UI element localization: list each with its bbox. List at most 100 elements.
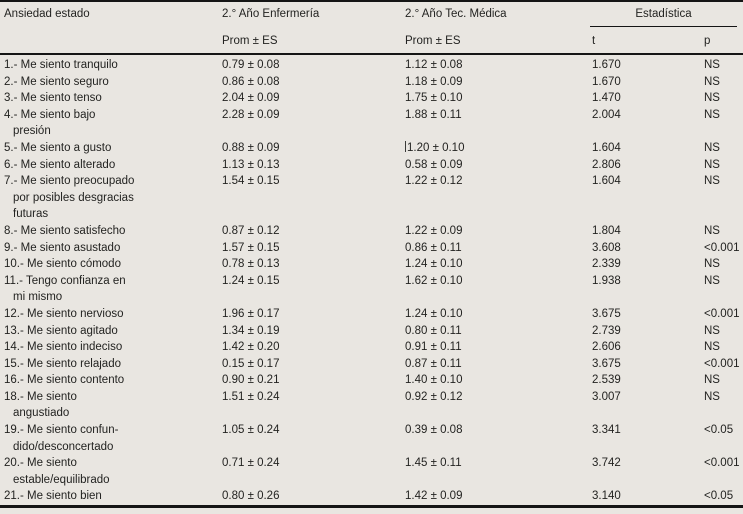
cell-enfermeria-value: 1.57 ± 0.15 (222, 241, 280, 254)
cell-enfermeria-value: 1.05 ± 0.24 (222, 424, 280, 437)
item-label-line: 15.- Me siento relajado (4, 357, 121, 370)
cell-item-label: 10.- Me siento cómodo (4, 256, 222, 273)
cell-tec-medica-value: 0.39 ± 0.08 (405, 424, 463, 437)
cell-enfermeria-value: 1.51 ± 0.24 (222, 390, 280, 403)
cell-enfermeria-value: 0.90 ± 0.21 (222, 374, 280, 387)
table-header-groups: Ansiedad estado 2.° Año Enfermería 2.° A… (4, 8, 743, 27)
cell-t-value: 3.742 (592, 457, 621, 470)
item-label-line: 14.- Me siento indeciso (4, 341, 123, 354)
subheader-prom-enfermeria: Prom ± ES (222, 35, 278, 47)
item-label-line: 10.- Me siento cómodo (4, 258, 121, 271)
subheader-prom-tec-medica: Prom ± ES (405, 35, 461, 47)
cell-item-label: 5.- Me siento a gusto (4, 140, 222, 157)
item-label-line: 3.- Me siento tenso (4, 92, 102, 105)
text-cursor-artifact (405, 140, 406, 152)
cell-p-value: NS (704, 224, 720, 237)
item-label-line: mi mismo (13, 291, 63, 304)
table-row: 3.- Me siento tenso 2.04 ± 0.09 1.75 ± 0.1… (4, 90, 743, 107)
cell-item-label: 14.- Me siento indeciso (4, 339, 222, 356)
table-row: 20.- Me siento estable/equilibrado 0.71 ± … (4, 455, 743, 488)
cell-t-value: 3.140 (592, 490, 621, 503)
cell-enfermeria-value: 0.15 ± 0.17 (222, 357, 280, 370)
item-label-line: 5.- Me siento a gusto (4, 141, 112, 154)
cell-t-value: 2.606 (592, 341, 621, 354)
table-row: 7.- Me siento preocupado por posibles des… (4, 173, 743, 223)
cell-p-value: NS (704, 175, 720, 188)
item-label-line: 21.- Me siento bien (4, 490, 102, 503)
item-label-line: futuras (13, 208, 49, 221)
cell-t-value: 1.670 (592, 75, 621, 88)
table-row: 10.- Me siento cómodo 0.78 ± 0.13 1.24 ± 0… (4, 256, 743, 273)
table-subheader: Prom ± ES Prom ± ES t p (4, 27, 743, 53)
cell-tec-medica-value: 1.12 ± 0.08 (405, 59, 463, 71)
table-row: 16.- Me siento contento 0.90 ± 0.21 1.40 ±… (4, 372, 743, 389)
cell-enfermeria-value: 0.87 ± 0.12 (222, 224, 280, 237)
item-label-line: estable/equilibrado (13, 473, 110, 486)
cell-item-label: 13.- Me siento agitado (4, 323, 222, 340)
item-label-line: por posibles desgracias (13, 191, 134, 204)
item-label-line: 18.- Me siento (4, 390, 77, 403)
cell-enfermeria-value: 2.04 ± 0.09 (222, 92, 280, 105)
item-label-line: 20.- Me siento (4, 457, 77, 470)
cell-t-value: 2.806 (592, 158, 621, 171)
cell-t-value: 3.341 (592, 424, 621, 437)
cell-item-label: 2.- Me siento seguro (4, 74, 222, 91)
cell-item-label: 4.- Me siento bajo presión (4, 107, 222, 140)
subheader-t: t (592, 35, 596, 47)
cell-enfermeria-value: 1.24 ± 0.15 (222, 274, 280, 287)
cell-p-value: <0.001 (704, 307, 740, 320)
table-row: 18.- Me siento angustiado 1.51 ± 0.24 0.92 … (4, 389, 743, 422)
table-row: 4.- Me siento bajo presión 2.28 ± 0.09 1.88… (4, 107, 743, 140)
table-row: 8.- Me siento satisfecho 0.87 ± 0.12 1.22 … (4, 223, 743, 240)
item-label-line: 19.- Me siento confun- (4, 424, 119, 437)
cell-item-label: 1.- Me siento tranquilo (4, 57, 222, 74)
cell-t-value: 2.339 (592, 258, 621, 271)
cell-t-value: 1.604 (592, 141, 621, 154)
cell-t-value: 1.470 (592, 92, 621, 105)
table-row: 19.- Me siento confun-dido/desconcertado… (4, 422, 743, 455)
cell-item-label: 20.- Me siento estable/equilibrado (4, 455, 222, 488)
cell-item-label: 12.- Me siento nervioso (4, 306, 222, 323)
cell-t-value: 2.004 (592, 108, 621, 121)
cell-item-label: 15.- Me siento relajado (4, 356, 222, 373)
item-label-line: presión (13, 125, 51, 138)
cell-tec-medica-value: 1.88 ± 0.11 (405, 108, 462, 121)
cell-p-value: NS (704, 108, 720, 121)
subheader-empty (4, 35, 222, 47)
cell-item-label: 6.- Me siento alterado (4, 157, 222, 174)
cell-t-value: 1.804 (592, 224, 621, 237)
header-tec-medica-column: 2.° Año Tec. Médica (405, 8, 507, 20)
item-label-line: 16.- Me siento contento (4, 374, 125, 387)
cell-tec-medica-value: 1.75 ± 0.10 (405, 92, 463, 105)
table-row: 14.- Me siento indeciso 1.42 ± 0.20 0.91 ±… (4, 339, 743, 356)
cell-enfermeria-value: 1.34 ± 0.19 (222, 324, 280, 337)
cell-t-value: 3.675 (592, 307, 621, 320)
cell-p-value: NS (704, 274, 720, 287)
cell-tec-medica-value: 0.92 ± 0.12 (405, 390, 463, 403)
cell-tec-medica-value: 1.18 ± 0.09 (405, 75, 463, 88)
cell-tec-medica-value: 1.45 ± 0.11 (405, 457, 462, 470)
item-label-line: angustiado (13, 407, 70, 420)
item-label-line: 2.- Me siento seguro (4, 75, 109, 88)
cell-p-value: NS (704, 141, 720, 154)
cell-enfermeria-value: 0.86 ± 0.08 (222, 75, 280, 88)
cell-tec-medica-value: 1.40 ± 0.10 (405, 374, 463, 387)
cell-p-value: <0.001 (704, 241, 740, 254)
cell-item-label: 18.- Me siento angustiado (4, 389, 222, 422)
table-body: 1.- Me siento tranquilo 0.79 ± 0.08 1.12 ±… (0, 55, 743, 509)
header-enfermeria-column: 2.° Año Enfermería (222, 8, 320, 20)
cell-tec-medica-value: 1.62 ± 0.10 (405, 274, 463, 287)
cell-enfermeria-value: 1.42 ± 0.20 (222, 341, 280, 354)
table-row: 6.- Me siento alterado 1.13 ± 0.13 0.58 ± … (4, 157, 743, 174)
cell-enfermeria-value: 1.96 ± 0.17 (222, 307, 280, 320)
table-row: 11.- Tengo confianza en mi mismo 1.24 ± 0.… (4, 273, 743, 306)
cell-t-value: 3.675 (592, 357, 621, 370)
cell-tec-medica-value: 1.20 ± 0.10 (405, 140, 465, 154)
cell-enfermeria-value: 0.80 ± 0.26 (222, 490, 280, 503)
cell-tec-medica-value: 1.42 ± 0.09 (405, 490, 463, 503)
cell-tec-medica-value: 0.86 ± 0.11 (405, 241, 462, 254)
cell-t-value: 3.007 (592, 390, 621, 403)
table-row: 5.- Me siento a gusto 0.88 ± 0.09 1.20 ± 0… (4, 140, 743, 157)
table-row: 15.- Me siento relajado 0.15 ± 0.17 0.87 ±… (4, 356, 743, 373)
